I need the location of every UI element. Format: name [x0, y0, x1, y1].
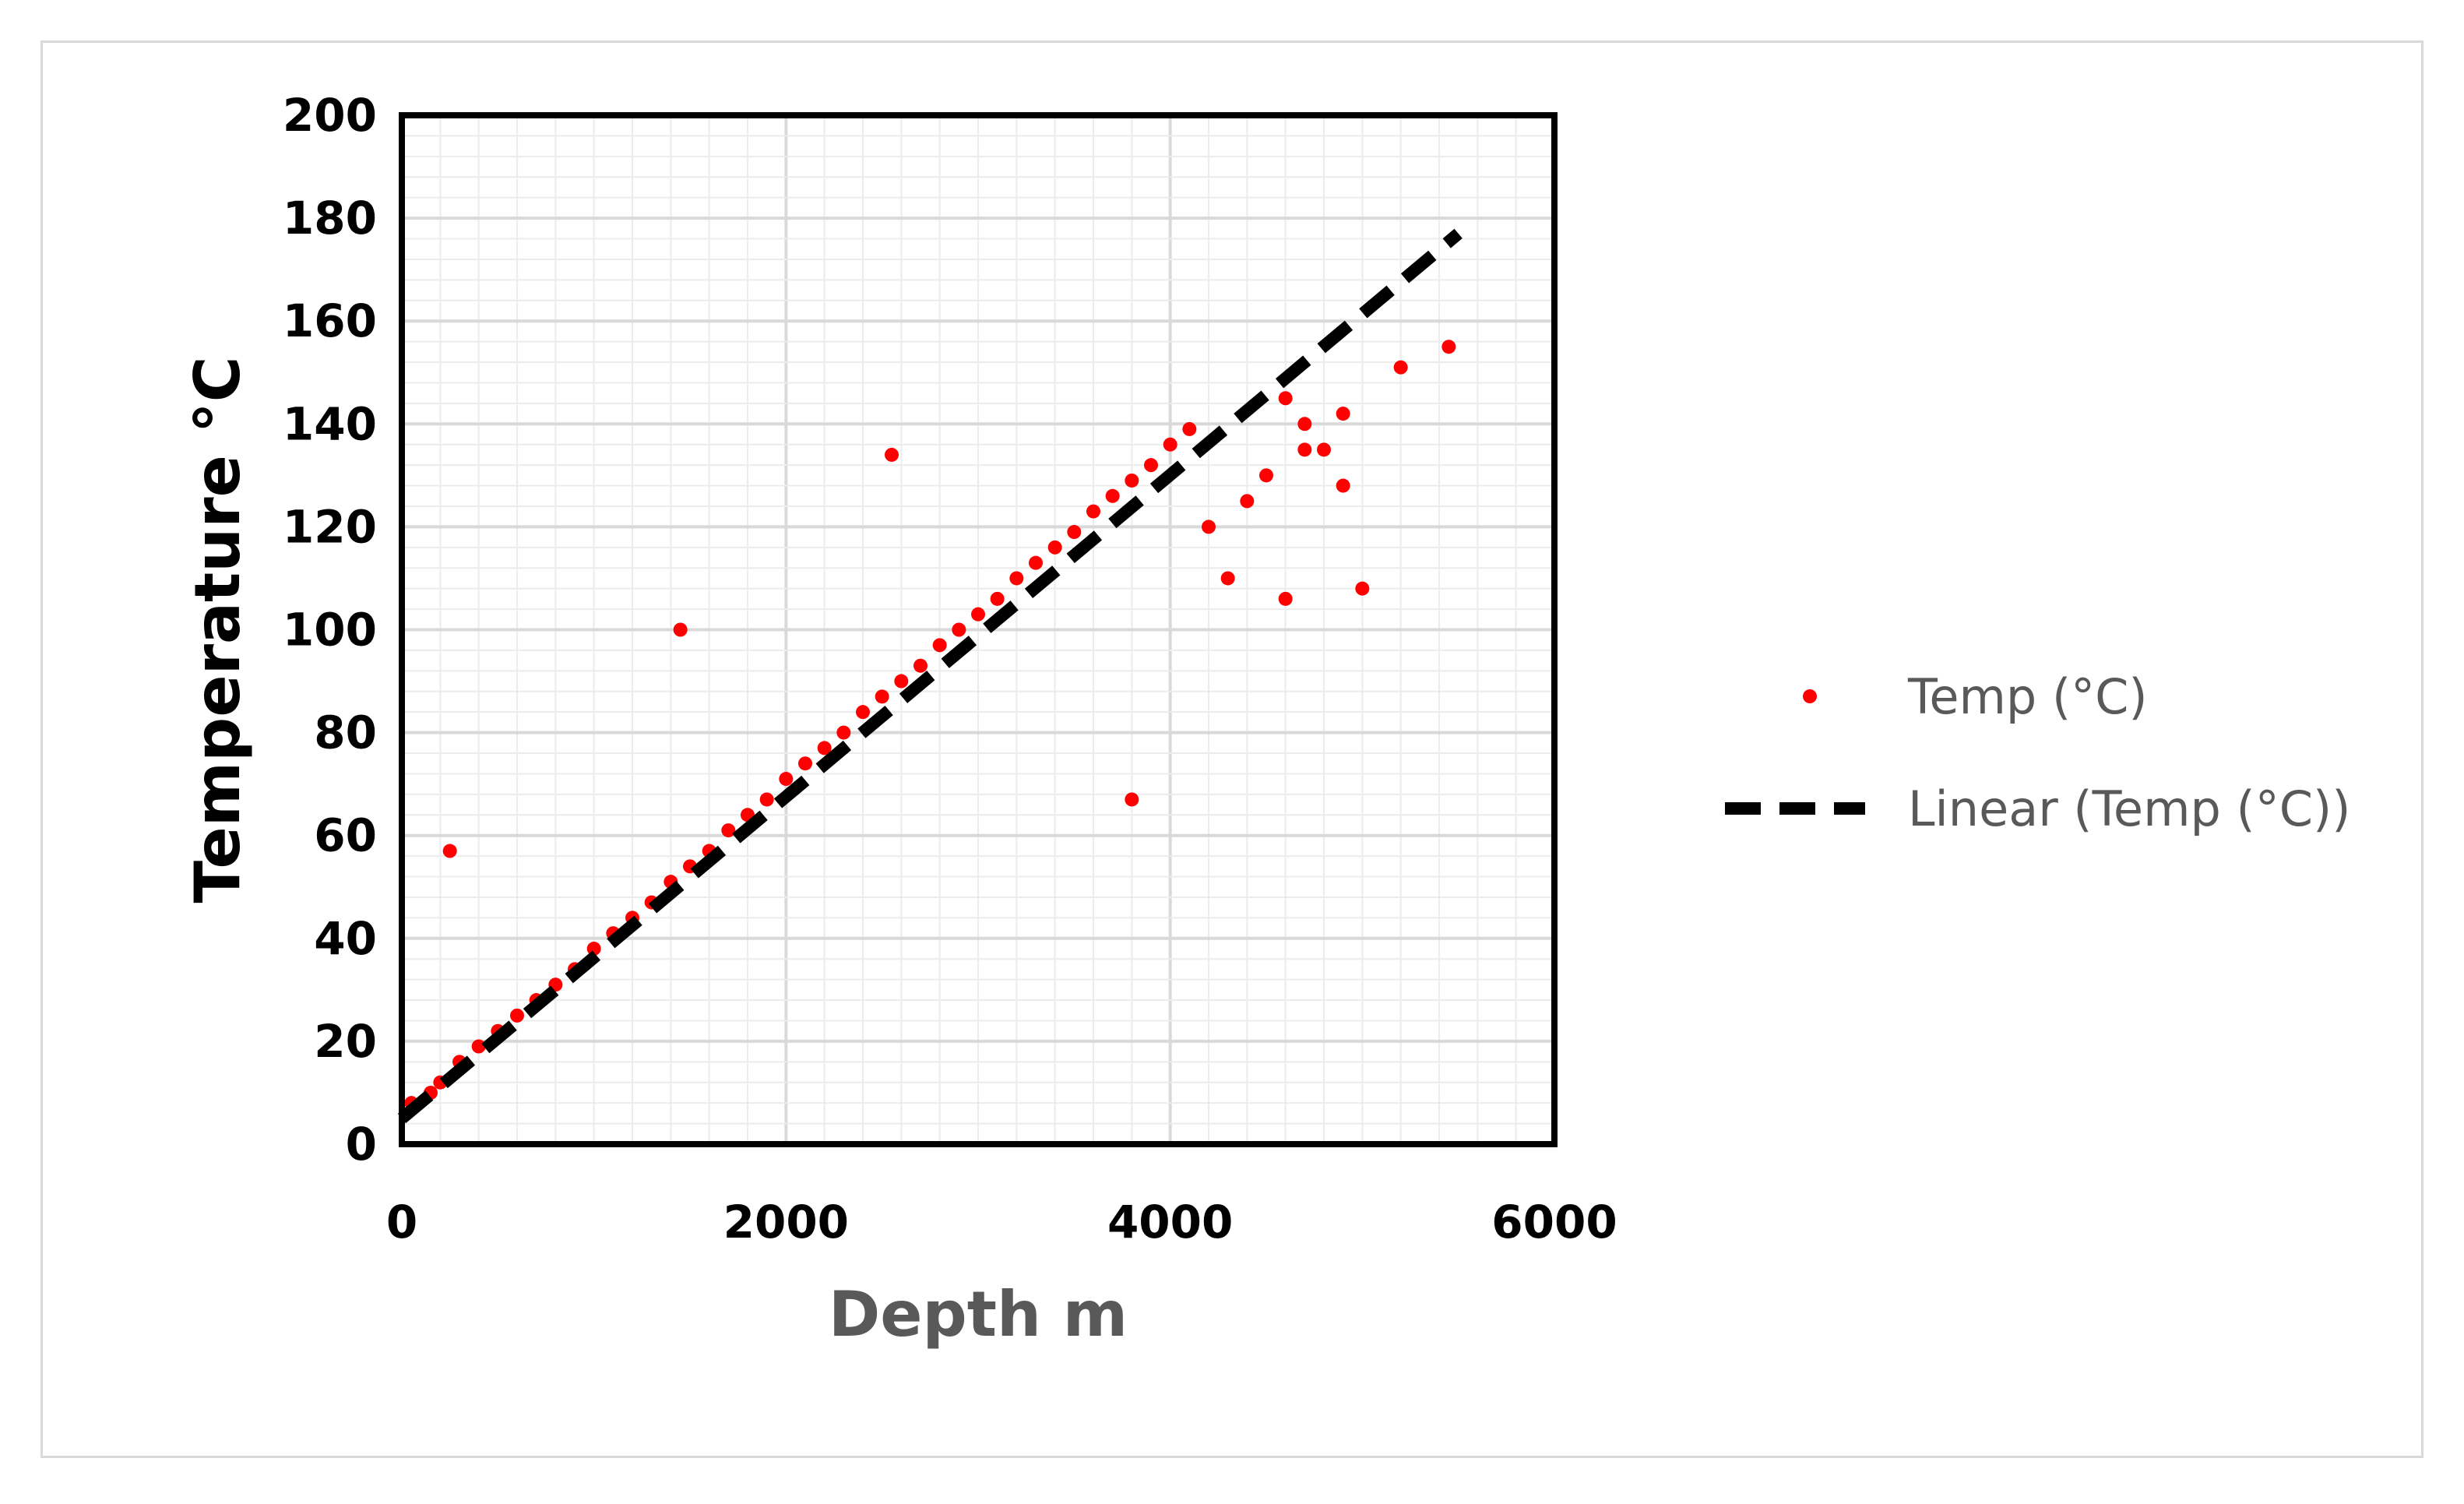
scatter-point	[1336, 478, 1350, 493]
y-tick-label: 60	[314, 809, 377, 862]
scatter-point	[885, 447, 899, 462]
scatter-point	[721, 823, 736, 838]
y-tick-label: 40	[314, 912, 377, 965]
legend-marker-points	[1803, 689, 1817, 703]
scatter-point	[990, 591, 1005, 606]
scatter-point	[1355, 581, 1370, 596]
scatter-point	[1163, 437, 1177, 452]
trendline	[397, 228, 1463, 1124]
scatter-point	[1125, 473, 1139, 488]
scatter-point	[1220, 571, 1235, 586]
scatter-point	[1297, 417, 1312, 431]
scatter-point	[894, 674, 909, 689]
x-axis-ticks: 0 2000 4000 6000	[386, 1196, 1617, 1249]
scatter-point	[1297, 442, 1312, 457]
scatter-point	[1441, 340, 1456, 354]
x-tick-label: 0	[386, 1196, 417, 1249]
legend: Temp (°C) Linear (Temp (°C))	[1725, 668, 2350, 837]
scatter-point	[1240, 494, 1255, 509]
scatter-point	[817, 741, 832, 756]
scatter-point	[798, 756, 812, 771]
scatter-point	[1202, 520, 1216, 534]
y-tick-label: 80	[314, 706, 377, 759]
y-tick-label: 120	[283, 500, 377, 553]
scatter-point	[932, 638, 947, 653]
y-axis-title: Temperature °C	[181, 357, 254, 903]
scatter-point	[510, 1008, 524, 1023]
scatter-point	[1125, 792, 1139, 807]
scatter-point	[1278, 591, 1293, 606]
scatter-point	[1317, 442, 1331, 457]
trendline-path	[397, 228, 1463, 1124]
scatter-point	[971, 607, 985, 622]
scatter-point	[1047, 540, 1062, 555]
y-tick-label: 180	[283, 192, 377, 245]
y-tick-label: 160	[283, 294, 377, 347]
chart-frame: 0 20 40 60 80 100 120 140 160 180 200 0 2000 4000 600…	[40, 41, 2424, 1458]
plot-area-border	[399, 112, 1558, 1147]
scatter-point	[1336, 407, 1350, 421]
scatter-point	[442, 844, 457, 858]
scatter-point	[1029, 555, 1043, 570]
scatter-point	[1393, 360, 1408, 375]
scatter-point	[1086, 504, 1100, 519]
scatter-point	[586, 942, 601, 956]
scatter-point	[1067, 525, 1082, 540]
scatter-points	[404, 340, 1456, 1111]
scatter-point	[471, 1039, 486, 1054]
x-axis-title: Depth m	[829, 1278, 1128, 1351]
scatter-chart: 0 20 40 60 80 100 120 140 160 180 200 0 2000 4000 600…	[181, 89, 2350, 1351]
scatter-point	[1105, 488, 1120, 503]
x-tick-label: 2000	[723, 1196, 849, 1249]
y-tick-label: 20	[314, 1015, 377, 1068]
y-tick-label: 100	[283, 604, 377, 657]
scatter-point	[952, 622, 966, 637]
y-tick-label: 0	[346, 1118, 377, 1171]
scatter-point	[779, 772, 794, 787]
grid-lines	[400, 114, 1556, 1146]
scatter-point	[1144, 458, 1158, 473]
y-axis-ticks: 0 20 40 60 80 100 120 140 160 180 200	[283, 89, 377, 1171]
x-tick-label: 6000	[1491, 1196, 1617, 1249]
scatter-point	[1182, 421, 1197, 436]
scatter-point	[875, 689, 889, 704]
x-tick-label: 4000	[1107, 1196, 1233, 1249]
scatter-point	[856, 705, 870, 720]
scatter-point	[1278, 391, 1293, 406]
y-tick-label: 140	[283, 397, 377, 450]
legend-label-linear: Linear (Temp (°C))	[1908, 780, 2350, 837]
y-tick-label: 200	[283, 89, 377, 142]
scatter-point	[673, 622, 688, 637]
scatter-point	[913, 658, 928, 673]
scatter-point	[1009, 571, 1024, 586]
legend-label-temp: Temp (°C)	[1907, 668, 2148, 725]
scatter-point	[759, 792, 774, 807]
scatter-point	[1259, 468, 1273, 483]
scatter-point	[836, 725, 851, 740]
